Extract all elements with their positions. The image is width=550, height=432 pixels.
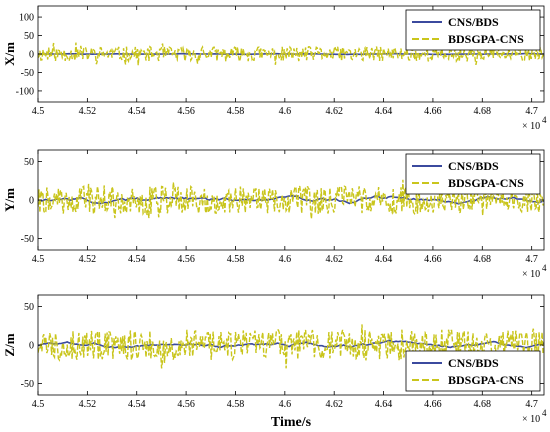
chart-panel-1: 4.5 4.52 4.54 4.56 4.58 4.6 4.62 4.64 4.66 4.68 4.…: [2, 5, 547, 132]
legend-label: BDSGPA-CNS: [448, 176, 524, 190]
x-tick-label: 4.64: [375, 254, 393, 265]
x-tick-label: 4.56: [177, 254, 195, 265]
x-tick-label: 4.62: [325, 399, 343, 410]
y-tick-label: 50: [24, 302, 34, 313]
legend-box: [405, 350, 541, 392]
series-group: [38, 179, 544, 219]
x-axis-label: Time/s: [271, 415, 312, 430]
x-tick-label: 4.58: [227, 106, 245, 117]
x-tick-label: 4.68: [474, 106, 492, 117]
series-group: [38, 324, 544, 369]
y-tick-label: -50: [21, 68, 34, 79]
x-tick-label: 4.6: [279, 399, 292, 410]
y-tick-label: -100: [16, 86, 34, 97]
x-exponent-label: × 10: [522, 269, 540, 280]
x-tick-label: 4.52: [79, 254, 97, 265]
x-exponent-label: × 10: [522, 414, 540, 425]
x-tick-label: 4.62: [325, 254, 343, 265]
x-tick-label: 4.66: [424, 254, 442, 265]
x-tick-label: 4.5: [32, 106, 45, 117]
chart-panel-3: 4.5 4.52 4.54 4.56 4.58 4.6 4.62 4.64 4.66 4.68 4.…: [2, 294, 547, 430]
x-tick-label: 4.64: [375, 106, 393, 117]
x-tick-label: 4.54: [128, 254, 146, 265]
series-group: [38, 42, 544, 66]
x-tick-label: 4.66: [424, 106, 442, 117]
x-tick-label: 4.56: [177, 106, 195, 117]
legend-box: [405, 9, 541, 51]
series-line-bdsgpa-cns: [38, 179, 544, 219]
y-tick-label: 50: [24, 31, 34, 42]
x-exponent-power: 4: [542, 263, 547, 273]
x-tick-label: 4.6: [279, 254, 292, 265]
series-line-bdsgpa-cns: [38, 324, 544, 369]
y-tick-label: 50: [24, 157, 34, 168]
y-axis-label: X/m: [2, 42, 17, 66]
x-tick-label: 4.68: [474, 254, 492, 265]
x-tick-label: 4.7: [525, 399, 538, 410]
y-axis-label: Z/m: [2, 333, 17, 356]
legend: CNS/BDS BDSGPA-CNS: [405, 350, 541, 392]
x-exponent-power: 4: [542, 408, 547, 418]
x-tick-label: 4.5: [32, 399, 45, 410]
y-tick-label: 0: [29, 196, 34, 207]
x-tick-label: 4.7: [525, 254, 538, 265]
legend-label: BDSGPA-CNS: [448, 32, 524, 46]
y-tick-label: 0: [29, 50, 34, 61]
x-tick-label: 4.54: [128, 106, 146, 117]
legend: CNS/BDS BDSGPA-CNS: [405, 153, 541, 195]
x-tick-label: 4.58: [227, 399, 245, 410]
y-tick-label: -50: [21, 234, 34, 245]
x-tick-label: 4.66: [424, 399, 442, 410]
x-tick-label: 4.64: [375, 399, 393, 410]
x-exponent-power: 4: [542, 115, 547, 125]
x-tick-label: 4.62: [325, 106, 343, 117]
x-exponent-label: × 10: [522, 121, 540, 132]
chart-panel-2: 4.5 4.52 4.54 4.56 4.58 4.6 4.62 4.64 4.66 4.68 4.…: [2, 149, 547, 280]
x-tick-label: 4.58: [227, 254, 245, 265]
x-tick-label: 4.68: [474, 399, 492, 410]
legend-box: [405, 153, 541, 195]
series-line-bdsgpa-cns: [38, 42, 544, 66]
y-axis-label: Y/m: [2, 188, 17, 212]
x-tick-label: 4.54: [128, 399, 146, 410]
x-tick-label: 4.56: [177, 399, 195, 410]
legend-label: CNS/BDS: [448, 356, 499, 370]
x-tick-label: 4.6: [279, 106, 292, 117]
legend-label: BDSGPA-CNS: [448, 373, 524, 387]
y-tick-label: 0: [29, 341, 34, 352]
legend: CNS/BDS BDSGPA-CNS: [405, 9, 541, 51]
legend-label: CNS/BDS: [448, 159, 499, 173]
y-tick-label: -50: [21, 379, 34, 390]
x-tick-label: 4.5: [32, 254, 45, 265]
x-tick-label: 4.52: [79, 106, 97, 117]
x-tick-label: 4.52: [79, 399, 97, 410]
legend-label: CNS/BDS: [448, 15, 499, 29]
y-tick-label: 100: [19, 13, 34, 24]
x-tick-label: 4.7: [525, 106, 538, 117]
